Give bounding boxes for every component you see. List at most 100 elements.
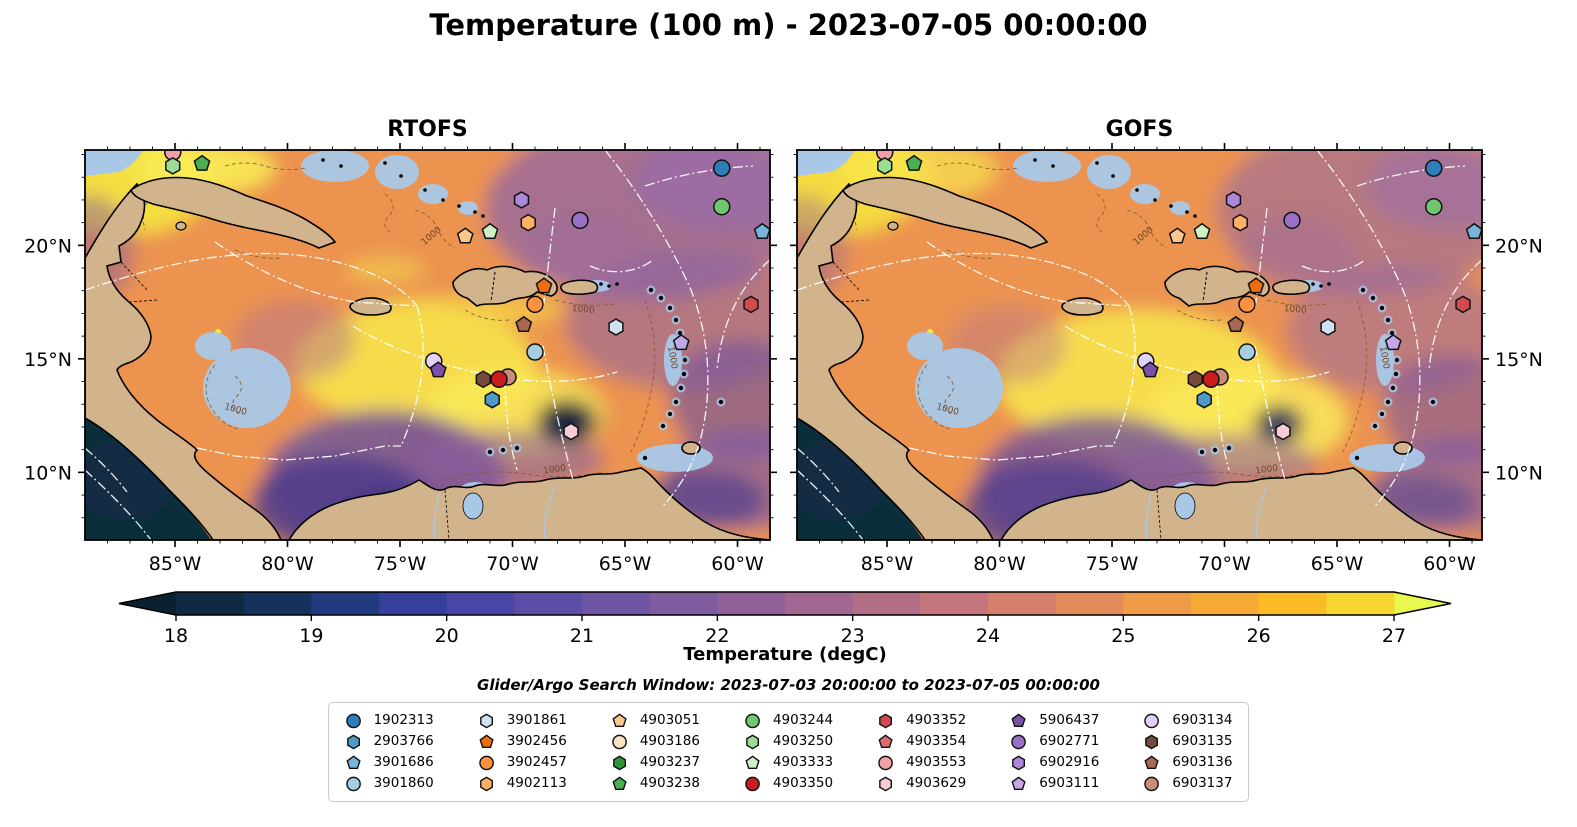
island-speck xyxy=(1370,295,1376,301)
island-speck xyxy=(1051,164,1055,168)
legend-marker-4903051 xyxy=(612,713,627,728)
island-speck xyxy=(1379,305,1385,311)
colorbar-segment xyxy=(311,592,380,615)
legend-marker-4903354 xyxy=(878,734,893,749)
lon-tick-label: 85°W xyxy=(149,553,202,575)
lon-tick-label: 75°W xyxy=(1086,553,1139,575)
marker-4903333 xyxy=(481,222,499,239)
island-speck xyxy=(457,204,461,208)
land-cuba xyxy=(842,176,1049,249)
legend-item-6903111: 6903111 xyxy=(1010,773,1099,794)
marker-4903238 xyxy=(905,154,923,171)
legend-float-id: 6902916 xyxy=(1039,754,1100,770)
legend-float-id: 4903553 xyxy=(906,754,967,770)
marker-4903244 xyxy=(1425,198,1443,216)
island-speck xyxy=(1111,174,1115,178)
eez-boundary xyxy=(196,445,401,461)
country-border xyxy=(1202,271,1208,303)
isobath-contour xyxy=(232,375,242,415)
legend-item-5906437: 5906437 xyxy=(1010,710,1099,731)
marker-3902457 xyxy=(526,295,544,314)
legend-marker-3902456 xyxy=(479,734,494,749)
legend-float-id: 3901860 xyxy=(373,775,434,791)
land-isla-juventud xyxy=(175,221,187,231)
isobath-contour xyxy=(1266,299,1328,306)
lon-tick-label: 80°W xyxy=(261,553,314,575)
legend-float-id: 3902456 xyxy=(506,733,567,749)
colorbar-segment xyxy=(1326,592,1395,615)
island-speck xyxy=(667,305,673,311)
marker-6903135 xyxy=(1187,370,1203,389)
legend-item-3902456: 3902456 xyxy=(478,731,567,752)
marker-6902771 xyxy=(1283,211,1301,230)
colorbar-segment xyxy=(785,592,854,615)
colorbar-tick-label: 21 xyxy=(570,625,594,647)
legend-item-4903629: 4903629 xyxy=(877,773,966,794)
eez-boundary xyxy=(542,207,556,311)
legend-item-6903135: 6903135 xyxy=(1143,731,1232,752)
eez-boundary xyxy=(352,325,506,379)
legend-float-id: 4903244 xyxy=(772,712,834,728)
land-trinidad xyxy=(1393,441,1413,455)
marker-4903333 xyxy=(1193,222,1211,239)
island-speck xyxy=(487,449,493,455)
shallow-bank xyxy=(915,348,1003,428)
marker-6903111 xyxy=(1384,334,1402,351)
eez-boundary xyxy=(797,252,1130,307)
island-speck xyxy=(423,188,427,192)
colorbar-segment xyxy=(582,592,651,615)
legend-float-id: 6903136 xyxy=(1172,754,1233,770)
colorbar-segment xyxy=(717,592,786,615)
legend-float-id: 3901861 xyxy=(506,712,567,728)
circle-marker-icon xyxy=(345,776,361,792)
legend-marker-6903111 xyxy=(1011,776,1026,791)
marker-3901861 xyxy=(608,318,624,336)
island-speck xyxy=(718,399,724,405)
land-central-america xyxy=(85,182,282,540)
colorbar-tick-label: 20 xyxy=(435,625,459,647)
marker-6902771 xyxy=(571,211,589,230)
island-speck xyxy=(1095,161,1099,165)
legend-item-4903354: 4903354 xyxy=(877,731,966,752)
colorbar-segment xyxy=(243,592,312,615)
legend-item-4903250: 4903250 xyxy=(744,731,833,752)
legend-float-id: 6903134 xyxy=(1172,712,1233,728)
lon-tick-label: 70°W xyxy=(486,553,539,575)
marker-4903238 xyxy=(193,154,211,171)
island-speck xyxy=(1379,411,1385,417)
eez-boundary xyxy=(926,241,1130,307)
isobath-contour xyxy=(1096,193,1106,235)
legend-item-3901686: 3901686 xyxy=(345,752,434,773)
legend-float-id: 4903333 xyxy=(772,754,834,770)
legend-marker-4902113 xyxy=(479,776,493,792)
country-border xyxy=(120,261,450,540)
isobath-contour xyxy=(444,471,606,481)
island-speck xyxy=(677,330,683,336)
legend-item-3902457: 3902457 xyxy=(478,752,567,773)
legend-item-4903244: 4903244 xyxy=(744,710,833,731)
marker-4903051 xyxy=(1168,227,1186,244)
legend-float-id: 2903766 xyxy=(373,733,434,749)
shallow-bank xyxy=(1170,201,1190,215)
legend-float-id: 4903250 xyxy=(772,733,834,749)
isobath-contour xyxy=(464,309,510,321)
lon-tick-label: 70°W xyxy=(1198,553,1251,575)
island-speck xyxy=(1153,198,1157,202)
legend-marker-4903629 xyxy=(879,776,892,792)
legend-item-3901860: 3901860 xyxy=(345,773,434,794)
island-speck xyxy=(1385,399,1391,405)
island-speck xyxy=(615,282,619,286)
marker-4903250 xyxy=(165,157,181,175)
eez-boundary xyxy=(504,371,618,383)
legend-item-4903352: 4903352 xyxy=(877,710,966,731)
pentagon-marker-icon xyxy=(345,755,361,770)
isobath-label: 1000 xyxy=(571,304,595,316)
lat-tick-label: 10°N xyxy=(24,462,72,484)
legend-marker-4903244 xyxy=(745,713,760,729)
axes-frame xyxy=(84,149,771,541)
legend-marker-3901686 xyxy=(345,755,361,770)
legend-float-id: 4903350 xyxy=(772,775,834,791)
legend-item-4903237: 4903237 xyxy=(611,752,700,773)
